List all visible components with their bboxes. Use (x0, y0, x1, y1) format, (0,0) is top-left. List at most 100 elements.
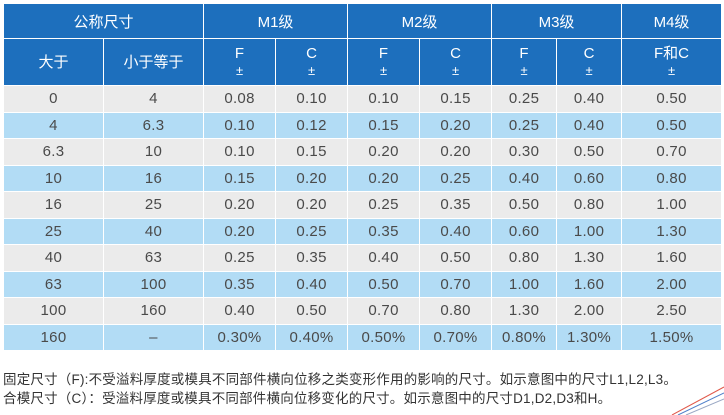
table-row: 63 100 0.35 0.40 0.50 0.70 1.00 1.60 2.00 (3, 270, 723, 298)
table-cell: 0.40 (275, 270, 349, 298)
table-cell: 0.15 (347, 111, 421, 139)
table-cell: 4 (102, 85, 205, 113)
table-cell: 1.00 (556, 217, 623, 245)
table-cell: 2.00 (556, 297, 623, 325)
table-cell: 0.35 (347, 217, 421, 245)
table-row: 25 40 0.20 0.25 0.35 0.40 0.60 1.00 1.30 (3, 217, 723, 245)
table-row: 0 4 0.08 0.10 0.10 0.15 0.25 0.40 0.50 (3, 85, 723, 113)
table-cell: 63 (3, 270, 104, 298)
table-cell: 0.80 (491, 244, 558, 272)
table-cell: 0.20 (347, 138, 421, 166)
table-cell: 0.20 (347, 164, 421, 192)
table-row: 16 25 0.20 0.20 0.25 0.35 0.50 0.80 1.00 (3, 191, 723, 219)
plus-minus: ± (667, 63, 676, 78)
table-row: 4 6.3 0.10 0.12 0.15 0.20 0.25 0.40 0.50 (3, 111, 723, 139)
plus-minus: ± (585, 63, 593, 78)
table-cell: 6.3 (3, 138, 104, 166)
table-cell: 0.35 (419, 191, 493, 219)
table-cell: 0.25 (275, 217, 349, 245)
table-cell: 0.20 (203, 191, 277, 219)
table-body: 0 4 0.08 0.10 0.10 0.15 0.25 0.40 0.50 4 6.3 0.10 0.… (3, 85, 723, 351)
table-cell: – (102, 323, 205, 351)
table-cell: 25 (102, 191, 205, 219)
table-cell: 0.70 (347, 297, 421, 325)
table-cell: 0.20 (275, 164, 349, 192)
col-symbol: F (519, 45, 529, 62)
table-cell: 0.25 (419, 164, 493, 192)
header-grade-m1: M1级 (203, 3, 349, 39)
table-row: 160–0.30% 0.40% 0.50% 0.70% 0.80% 1.30% 1.50% (3, 323, 723, 351)
header-m4-fc: F和C ± (621, 38, 723, 86)
col-symbol: C (583, 45, 595, 62)
table-cell: 10 (102, 138, 205, 166)
table-cell: 0.35 (275, 244, 349, 272)
header-grade-m4: M4级 (621, 3, 723, 39)
table-cell: 1.30 (621, 217, 723, 245)
table-cell: 0.40 (419, 217, 493, 245)
table-cell: 1.30 (491, 297, 558, 325)
table-cell: 25 (3, 217, 104, 245)
table-cell: 63 (102, 244, 205, 272)
table-row: 40 63 0.25 0.35 0.40 0.50 0.80 1.30 1.60 (3, 244, 723, 272)
header-grade-m2: M2级 (347, 3, 493, 39)
table-cell: 0.15 (275, 138, 349, 166)
table-cell: 4 (3, 111, 104, 139)
table-cell: 0.50 (347, 270, 421, 298)
table-cell: 0.80 (419, 297, 493, 325)
col-symbol: F和C (654, 45, 690, 62)
table-cell: 0.12 (275, 111, 349, 139)
tolerance-table: 公称尺寸 M1级 M2级 M3级 M4级 大于 小于等于 F ± C ± F ± C ±… (2, 3, 723, 351)
decorative-lines-icon (671, 386, 724, 415)
table-cell: 0.30 (491, 138, 558, 166)
table-cell: 1.60 (556, 270, 623, 298)
col-symbol: F (234, 45, 245, 62)
header-nominal-size: 公称尺寸 (2, 3, 205, 39)
table-cell: 0.80 (556, 191, 623, 219)
table-cell: 0.10 (203, 138, 277, 166)
table-cell: 2.50 (621, 297, 723, 325)
table-cell: 0.40 (556, 85, 623, 113)
plus-minus: ± (520, 63, 528, 78)
header-upto: 小于等于 (102, 38, 205, 86)
table-cell: 0.25 (491, 111, 558, 139)
table-cell: 0.20 (275, 191, 349, 219)
table-cell: 0.20 (203, 217, 277, 245)
plus-minus: ± (235, 63, 244, 78)
table-cell: 0.50 (275, 297, 349, 325)
plus-minus: ± (379, 63, 388, 78)
table-cell: 0.50 (556, 138, 623, 166)
table-cell: 10 (3, 164, 104, 192)
table-cell: 0.25 (491, 85, 558, 113)
table-cell: 0 (3, 85, 104, 113)
table-cell: 0.25 (347, 191, 421, 219)
note-mould-dimension: 合模尺寸（C）：受溢料厚度或模具不同部件横向位移变化的尺寸。如示意图中的尺寸D1… (3, 391, 612, 406)
table-cell: 100 (102, 270, 205, 298)
table-cell: 0.60 (491, 217, 558, 245)
table-cell: 0.40 (556, 111, 623, 139)
col-symbol: C (450, 45, 461, 62)
header-m1-c: C ± (275, 38, 349, 86)
table-cell: 0.25 (203, 244, 277, 272)
header-m3-f: F ± (491, 38, 558, 86)
table-cell: 0.80% (491, 323, 558, 351)
table-cell: 1.50% (621, 323, 723, 351)
table-cell: 0.10 (203, 111, 277, 139)
table-cell: 0.10 (347, 85, 421, 113)
table-row: 6.3 10 0.10 0.15 0.20 0.20 0.30 0.50 0.70 (3, 138, 723, 166)
header-m2-f: F ± (347, 38, 421, 86)
table-row: 100 160 0.40 0.50 0.70 0.80 1.30 2.00 2.50 (3, 297, 723, 325)
table-cell: 2.00 (621, 270, 723, 298)
table-cell: 1.30% (556, 323, 623, 351)
notes: 固定尺寸（F):不受溢料厚度或模具不同部件横向位移之类变形作用的影响的尺寸。如示… (3, 370, 721, 408)
header-m3-c: C ± (556, 38, 623, 86)
table-cell: 1.00 (621, 191, 723, 219)
table-cell: 160 (102, 297, 205, 325)
table-cell: 0.40% (275, 323, 349, 351)
table-cell: 0.70 (621, 138, 723, 166)
plus-minus: ± (451, 63, 460, 78)
plus-minus: ± (307, 63, 316, 78)
table-cell: 0.30% (203, 323, 277, 351)
table-cell: 0.08 (203, 85, 277, 113)
col-symbol: C (306, 45, 317, 62)
table-row: 10 16 0.15 0.20 0.20 0.25 0.40 0.60 0.80 (3, 164, 723, 192)
